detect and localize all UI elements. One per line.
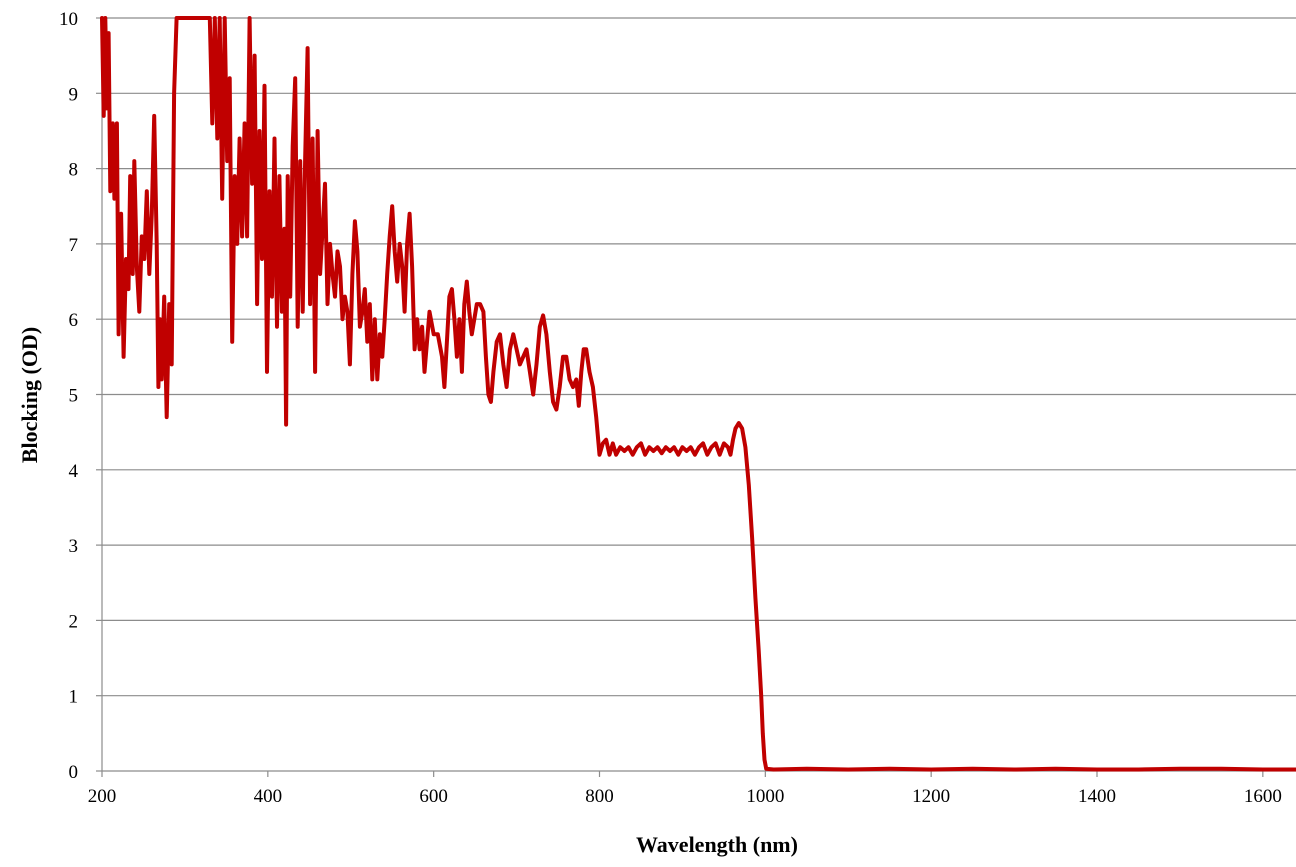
tick-labels: 0 1 2 3 4 5 6 7 8 9 10 200 400 600 800 1000 1200 1400 1600 bbox=[59, 9, 1282, 807]
x-tick-label: 600 bbox=[419, 786, 448, 807]
y-tick-label: 0 bbox=[69, 762, 79, 783]
series-line-0 bbox=[100, 16, 1296, 772]
x-tick-label: 1000 bbox=[746, 786, 784, 807]
y-tick-label: 1 bbox=[69, 687, 79, 708]
data-series bbox=[100, 16, 1296, 772]
grid-lines bbox=[102, 17, 1296, 697]
y-tick-label: 10 bbox=[59, 9, 78, 30]
x-tick-label: 400 bbox=[254, 786, 283, 807]
x-tick-label: 800 bbox=[585, 786, 614, 807]
x-tick-label: 1600 bbox=[1244, 786, 1282, 807]
y-tick-label: 7 bbox=[69, 235, 79, 256]
y-tick-label: 3 bbox=[69, 536, 79, 557]
x-axis-title: Wavelength (nm) bbox=[636, 832, 798, 857]
y-axis-title: Blocking (OD) bbox=[17, 327, 42, 463]
y-tick-label: 6 bbox=[69, 310, 79, 331]
y-tick-label: 9 bbox=[69, 84, 79, 105]
y-tick-label: 5 bbox=[69, 386, 79, 407]
x-tick-label: 1400 bbox=[1078, 786, 1116, 807]
y-tick-label: 8 bbox=[69, 160, 79, 181]
y-tick-label: 4 bbox=[69, 461, 79, 482]
y-tick-label: 2 bbox=[69, 611, 79, 632]
x-tick-label: 200 bbox=[88, 786, 117, 807]
axes bbox=[96, 17, 1296, 777]
x-tick-label: 1200 bbox=[912, 786, 950, 807]
